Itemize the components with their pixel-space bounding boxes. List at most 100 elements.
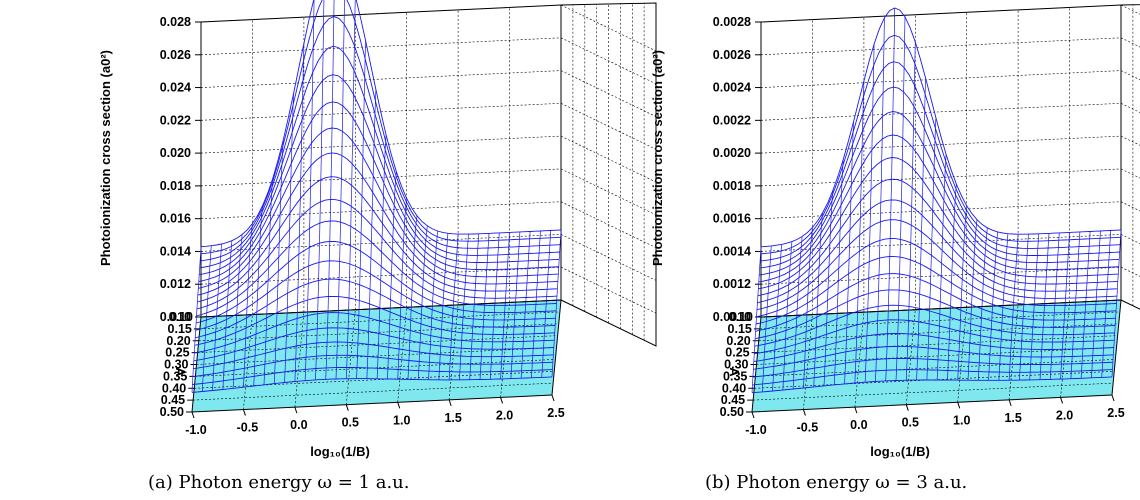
x-tick (854, 406, 858, 414)
surface-mesh-line (977, 227, 988, 381)
a-tick-label: 0.45 (161, 393, 185, 407)
x-axis-label: log₁₀(1/B) (310, 444, 370, 459)
a-tick-label: 0.30 (164, 358, 188, 372)
surface-mesh-line (905, 41, 916, 381)
surface-mesh-line (198, 127, 559, 289)
surface-mesh-line (335, 0, 345, 380)
x-tick (905, 404, 909, 411)
surface-mesh-line (407, 215, 418, 380)
surface-mesh-line (916, 78, 926, 381)
z-tick-label: 0.0026 (713, 48, 751, 62)
a-tick-label: 0.15 (728, 322, 752, 336)
surface-mesh-line (757, 199, 1118, 304)
surface-mesh-line (200, 0, 561, 255)
surface-mesh-line (263, 177, 274, 385)
wall-gridline-z (200, 234, 562, 252)
surface-mesh-line (194, 295, 555, 346)
surface-mesh-line (1039, 233, 1050, 380)
surface-mesh-line (854, 80, 865, 384)
x-tick (751, 411, 755, 419)
surface-mesh-line (469, 233, 480, 380)
surface-mesh-line (782, 241, 793, 391)
surface-mesh-line (438, 233, 449, 380)
surface-mesh-line (510, 231, 521, 379)
x-tick (397, 402, 401, 409)
x-tick (802, 409, 806, 416)
surface-mesh-line (197, 152, 558, 296)
surface-mesh-line (541, 230, 552, 378)
surface-mesh-line (243, 223, 253, 388)
wall-gridline-z (200, 70, 562, 88)
x-tick-label: 0.0 (290, 418, 307, 432)
z-tick-label: 0.014 (160, 244, 191, 258)
x-tick-label: 0.5 (902, 416, 919, 430)
wall-gridline-z (760, 103, 1122, 121)
surface-mesh-line (885, 7, 896, 381)
z-tick-label: 0.0022 (713, 113, 751, 127)
surface-mesh-line (895, 16, 906, 381)
x-tick (500, 397, 504, 404)
surface-mesh-line (191, 246, 202, 393)
a-tick-label: 0.25 (165, 346, 189, 360)
surface-mesh-line (195, 260, 556, 331)
floor-gridline-a (199, 311, 560, 330)
wall-gridline-z (760, 168, 1122, 187)
floor-gridline-a (755, 359, 1116, 377)
x-tick-label: 2.0 (1056, 408, 1073, 422)
surface-mesh-line (751, 376, 1113, 394)
a-tick-label: 0.50 (160, 405, 184, 419)
wall-gridline-z (760, 201, 1122, 219)
surface-mesh-line (192, 367, 553, 385)
surface-mesh-line (875, 17, 885, 382)
side-gridline-z (1120, 37, 1140, 48)
z-tick-label: 0.024 (160, 81, 191, 95)
surface-mesh-line (823, 190, 834, 386)
z-tick-label: 0.0016 (713, 212, 751, 226)
surface-mesh-line (325, 0, 335, 380)
surface-mesh-line (957, 205, 968, 381)
a-tick-label: 0.10 (169, 310, 193, 324)
a-tick-label: 0.15 (168, 322, 192, 336)
z-tick-label: 0.0020 (713, 146, 751, 160)
surface-mesh-line (387, 171, 397, 380)
x-tick (345, 404, 349, 411)
surface-mesh-line (428, 230, 438, 380)
surface-mesh-line (998, 233, 1009, 381)
surface-mesh-line (1060, 232, 1070, 380)
a-tick-label: 0.50 (720, 405, 744, 419)
surface-mesh-line (967, 219, 978, 381)
surface-mesh-line (195, 240, 557, 324)
surface-mesh-line (212, 243, 222, 391)
surface-mesh-line (754, 304, 1115, 347)
x-tick (551, 394, 555, 402)
x-tick-label: 0.5 (342, 416, 359, 430)
x-tick-label: 1.5 (1004, 411, 1021, 425)
surface-mesh-line (758, 157, 1119, 290)
x-tick (448, 399, 452, 407)
x-tick-label: -0.5 (237, 421, 259, 435)
x-tick-label: 1.0 (393, 413, 410, 427)
side-gridline-z (1120, 299, 1140, 310)
surface-mesh-line (761, 245, 772, 392)
a-tick-label: 0.40 (162, 381, 186, 395)
surface-mesh-line (200, 0, 562, 248)
surface-mesh-line (752, 369, 1113, 386)
surface-mesh-line (1080, 231, 1091, 379)
x-tick-label: -1.0 (745, 423, 767, 437)
surface-mesh-line (253, 205, 264, 387)
x-tick-label: 2.5 (1107, 406, 1124, 420)
surface-mesh-line (448, 234, 459, 380)
surface-mesh-line (752, 358, 1113, 378)
side-gridline-z (1120, 266, 1140, 277)
surface-mesh-line (760, 61, 1121, 262)
surface-mesh-line (753, 333, 1114, 362)
surface-mesh-line (192, 354, 553, 378)
z-tick-label: 0.012 (160, 277, 191, 291)
surface-mesh-line (193, 327, 554, 362)
surface-mesh-line (197, 176, 558, 303)
surface-mesh-line (926, 117, 937, 381)
surface-mesh-line (772, 244, 782, 392)
surface-mesh-line (531, 230, 541, 378)
wall-gridline-z (760, 4, 1122, 23)
wall-gridline-z (760, 37, 1122, 56)
